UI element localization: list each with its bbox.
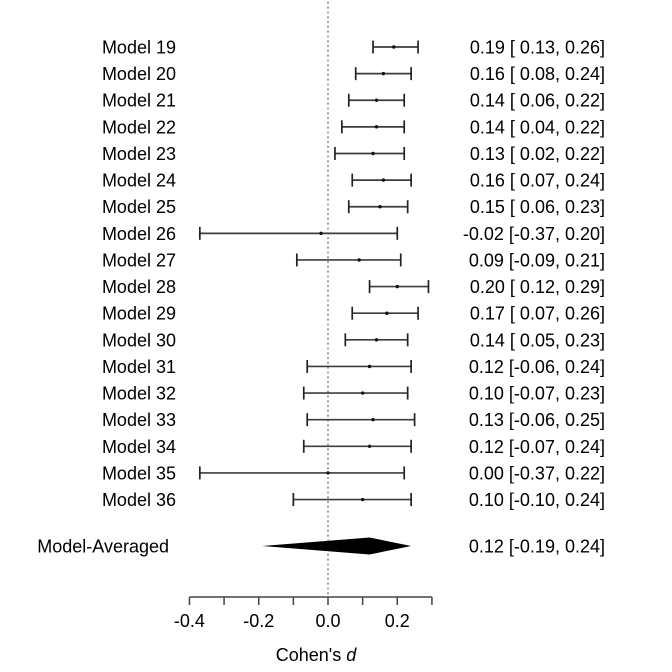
- estimate-point: [374, 338, 379, 342]
- row-annotation: 0.10 [-0.10, 0.24]: [469, 490, 605, 510]
- row-label: Model 29: [102, 304, 176, 324]
- estimate-point: [381, 178, 386, 182]
- estimate-point: [381, 71, 386, 76]
- row-label: Model 21: [102, 91, 176, 111]
- row-label: Model 30: [102, 330, 176, 350]
- forest-row: Model 29 0.17 [ 0.07, 0.26]: [102, 304, 605, 324]
- forest-row: Model 32 0.10 [-0.07, 0.23]: [102, 384, 605, 404]
- forest-row: Model 19 0.19 [ 0.13, 0.26]: [102, 38, 605, 58]
- forest-row: Model 34 0.12 [-0.07, 0.24]: [102, 437, 605, 457]
- estimate-point: [326, 471, 330, 475]
- row-annotation: 0.13 [-0.06, 0.25]: [469, 410, 605, 430]
- estimate-point: [374, 125, 379, 129]
- estimate-point: [374, 98, 379, 102]
- row-annotation: 0.12 [-0.06, 0.24]: [469, 357, 605, 377]
- row-annotation: -0.02 [-0.37, 0.20]: [463, 224, 605, 244]
- forest-row: Model 36 0.10 [-0.10, 0.24]: [102, 490, 605, 510]
- row-annotation: 0.19 [ 0.13, 0.26]: [470, 38, 605, 58]
- row-label: Model 27: [102, 250, 176, 270]
- x-axis-title-italic-d: d: [346, 645, 357, 665]
- estimate-point: [378, 205, 382, 209]
- row-label: Model 35: [102, 463, 176, 483]
- row-annotation: 0.09 [-0.09, 0.21]: [469, 250, 605, 270]
- row-label: Model 34: [102, 437, 176, 457]
- estimate-point: [360, 497, 365, 502]
- forest-row: Model 27 0.09 [-0.09, 0.21]: [102, 250, 605, 270]
- row-annotation: 0.12 [-0.07, 0.24]: [469, 437, 605, 457]
- forest-row: Model 33 0.13 [-0.06, 0.25]: [102, 410, 605, 430]
- row-label: Model 26: [102, 224, 176, 244]
- forest-row: Model 30 0.14 [ 0.05, 0.23]: [102, 330, 605, 350]
- x-axis-tick-label: -0.4: [174, 611, 205, 631]
- x-axis-tick-label: 0.0: [315, 611, 340, 631]
- row-annotation: 0.17 [ 0.07, 0.26]: [470, 304, 605, 324]
- row-label: Model 23: [102, 144, 176, 164]
- row-label: Model 36: [102, 490, 176, 510]
- estimate-point: [395, 284, 399, 289]
- row-annotation: 0.14 [ 0.06, 0.22]: [470, 91, 605, 111]
- x-axis-title-text: Cohen's: [276, 645, 346, 665]
- row-label: Model 24: [102, 171, 176, 191]
- forest-row: Model 31 0.12 [-0.06, 0.24]: [102, 357, 605, 377]
- row-annotation: 0.16 [ 0.08, 0.24]: [470, 64, 605, 84]
- estimate-point: [371, 151, 375, 156]
- row-annotation: 0.00 [-0.37, 0.22]: [469, 463, 605, 483]
- row-annotation: 0.15 [ 0.06, 0.23]: [470, 197, 605, 217]
- row-label: Model 19: [102, 38, 176, 58]
- row-label: Model 20: [102, 64, 176, 84]
- row-label: Model 33: [102, 410, 176, 430]
- forest-row: Model 24 0.16 [ 0.07, 0.24]: [102, 171, 605, 191]
- row-label: Model 32: [102, 384, 176, 404]
- estimate-point: [367, 364, 372, 369]
- row-label: Model 25: [102, 197, 176, 217]
- x-axis-title: Cohen's d: [276, 645, 357, 665]
- summary-diamond: [262, 537, 412, 555]
- row-annotation: 0.10 [-0.07, 0.23]: [469, 384, 605, 404]
- row-annotation: 0.20 [ 0.12, 0.29]: [470, 277, 605, 297]
- forest-row: Model 28 0.20 [ 0.12, 0.29]: [102, 277, 605, 297]
- summary-annotation: 0.12 [-0.19, 0.24]: [469, 537, 605, 557]
- forest-row: Model 25 0.15 [ 0.06, 0.23]: [102, 197, 605, 217]
- x-axis-tick-label: 0.2: [385, 611, 410, 631]
- summary-label: Model-Averaged: [37, 537, 169, 557]
- row-annotation: 0.13 [ 0.02, 0.22]: [470, 144, 605, 164]
- row-label: Model 22: [102, 117, 176, 137]
- forest-row: Model 23 0.13 [ 0.02, 0.22]: [102, 144, 605, 164]
- estimate-point: [367, 444, 372, 448]
- row-label: Model 31: [102, 357, 176, 377]
- forest-row: Model 26 -0.02 [-0.37, 0.20]: [102, 224, 605, 244]
- row-annotation: 0.14 [ 0.04, 0.22]: [470, 117, 605, 137]
- estimate-point: [385, 311, 389, 315]
- row-annotation: 0.16 [ 0.07, 0.24]: [470, 171, 605, 191]
- forest-row: Model 22 0.14 [ 0.04, 0.22]: [102, 117, 605, 137]
- estimate-point: [371, 417, 375, 422]
- estimate-point: [357, 258, 361, 262]
- estimate-point: [392, 45, 396, 49]
- row-label: Model 28: [102, 277, 176, 297]
- forest-row: Model 20 0.16 [ 0.08, 0.24]: [102, 64, 605, 84]
- estimate-point: [319, 231, 323, 236]
- row-annotation: 0.14 [ 0.05, 0.23]: [470, 330, 605, 350]
- x-axis-tick-label: -0.2: [243, 611, 274, 631]
- forest-row: Model 21 0.14 [ 0.06, 0.22]: [102, 91, 605, 111]
- forest-row: Model 35 0.00 [-0.37, 0.22]: [102, 463, 605, 483]
- estimate-point: [360, 391, 365, 395]
